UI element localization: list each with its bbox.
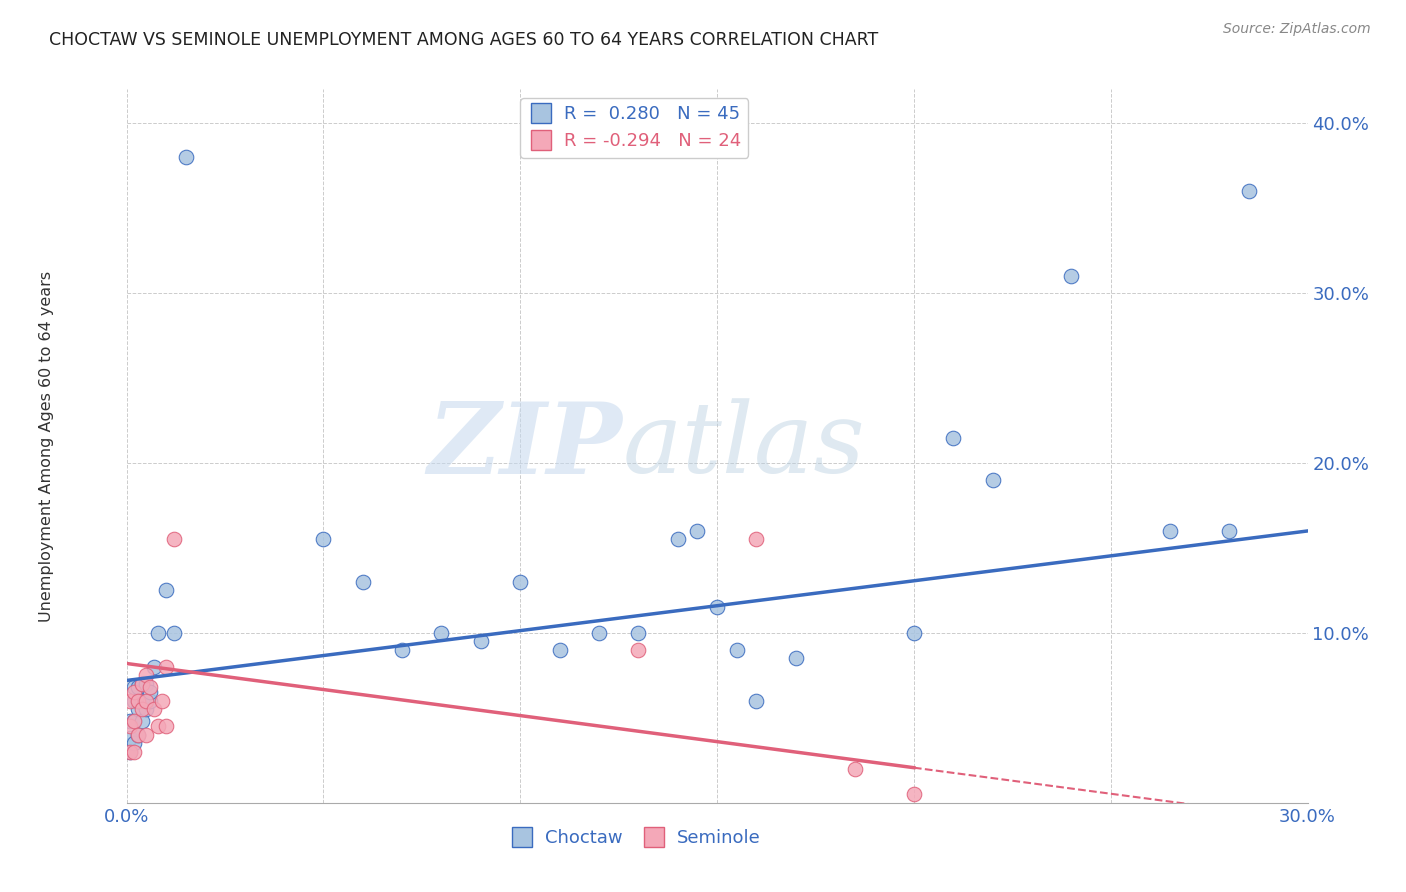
Text: atlas: atlas <box>623 399 865 493</box>
Point <box>131 694 153 708</box>
Point <box>146 719 169 733</box>
Text: Source: ZipAtlas.com: Source: ZipAtlas.com <box>1223 22 1371 37</box>
Point <box>135 694 157 708</box>
Point <box>745 533 768 547</box>
Text: ZIP: ZIP <box>427 398 623 494</box>
Point <box>135 677 157 691</box>
Point <box>1237 184 1260 198</box>
Point <box>127 694 149 708</box>
Point <box>163 626 186 640</box>
Point <box>942 430 965 444</box>
Point <box>124 714 146 729</box>
Point <box>120 694 142 708</box>
Point <box>745 694 768 708</box>
Point <box>1060 269 1083 284</box>
Point <box>120 731 142 746</box>
Point <box>120 745 142 759</box>
Text: CHOCTAW VS SEMINOLE UNEMPLOYMENT AMONG AGES 60 TO 64 YEARS CORRELATION CHART: CHOCTAW VS SEMINOLE UNEMPLOYMENT AMONG A… <box>49 31 879 49</box>
Point <box>127 680 149 694</box>
Point <box>1218 524 1240 538</box>
Point <box>124 745 146 759</box>
Point <box>143 660 166 674</box>
Point <box>588 626 610 640</box>
Point <box>131 677 153 691</box>
Y-axis label: Unemployment Among Ages 60 to 64 years: Unemployment Among Ages 60 to 64 years <box>39 270 53 622</box>
Point <box>548 643 571 657</box>
Point <box>430 626 453 640</box>
Point <box>124 694 146 708</box>
Point <box>131 677 153 691</box>
Point <box>135 702 157 716</box>
Point <box>174 150 197 164</box>
Point <box>124 685 146 699</box>
Point <box>1159 524 1181 538</box>
Point <box>146 626 169 640</box>
Point <box>509 574 531 589</box>
Point <box>666 533 689 547</box>
Point <box>131 702 153 716</box>
Point <box>903 787 925 801</box>
Point <box>155 583 177 598</box>
Point <box>686 524 709 538</box>
Point <box>903 626 925 640</box>
Point <box>163 533 186 547</box>
Point <box>127 702 149 716</box>
Point <box>312 533 335 547</box>
Point <box>143 702 166 716</box>
Point <box>155 660 177 674</box>
Point <box>155 719 177 733</box>
Point <box>981 473 1004 487</box>
Point <box>120 719 142 733</box>
Point <box>627 626 650 640</box>
Point <box>470 634 492 648</box>
Point <box>135 728 157 742</box>
Legend: Choctaw, Seminole: Choctaw, Seminole <box>502 822 768 855</box>
Point <box>352 574 374 589</box>
Point <box>627 643 650 657</box>
Point <box>124 680 146 694</box>
Point <box>706 600 728 615</box>
Point <box>139 694 162 708</box>
Point <box>120 745 142 759</box>
Point <box>127 728 149 742</box>
Point <box>391 643 413 657</box>
Point <box>844 762 866 776</box>
Point <box>124 736 146 750</box>
Point <box>135 668 157 682</box>
Point <box>120 714 142 729</box>
Point <box>124 714 146 729</box>
Point <box>785 651 807 665</box>
Point <box>139 680 162 694</box>
Point <box>127 728 149 742</box>
Point <box>139 685 162 699</box>
Point <box>725 643 748 657</box>
Point <box>127 694 149 708</box>
Point <box>150 694 173 708</box>
Point <box>131 714 153 729</box>
